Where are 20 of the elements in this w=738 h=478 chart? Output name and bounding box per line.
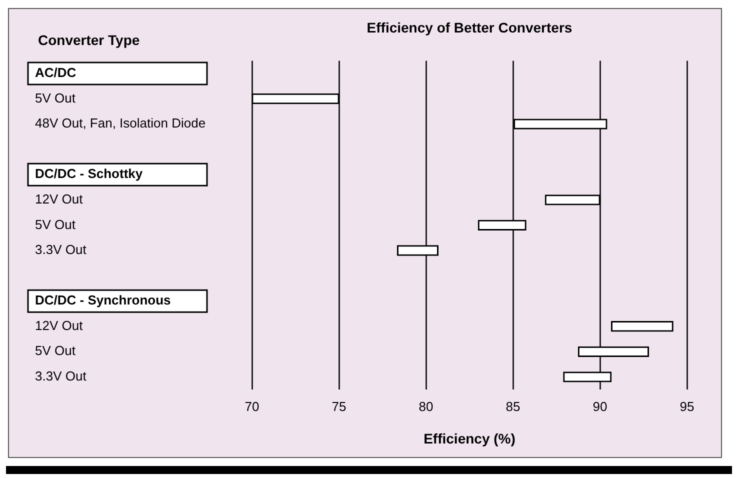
x-tick-label: 90: [592, 398, 608, 414]
y-tick-label: DC/DC - Synchronous: [35, 292, 171, 308]
y-tick-label: 3.3V Out: [35, 368, 87, 384]
y-tick-label: 12V Out: [35, 318, 84, 333]
y-axis-title: Converter Type: [38, 32, 140, 48]
y-tick-label: 48V Out, Fan, Isolation Diode: [35, 116, 206, 131]
x-axis-title: Efficiency (%): [424, 430, 516, 446]
chart-title: Efficiency of Better Converters: [366, 19, 572, 36]
x-tick-label: 85: [506, 398, 520, 414]
x-tick-label: 80: [418, 398, 434, 414]
x-tick-label: 70: [244, 398, 260, 414]
y-tick-label: AC/DC: [35, 65, 77, 80]
x-tick-label: 95: [680, 398, 694, 414]
y-tick-label: 5V Out: [35, 216, 76, 232]
y-tick-label: 12V Out: [35, 191, 84, 206]
y-tick-label: 3.3V Out: [35, 242, 87, 258]
x-tick-label: 75: [332, 398, 346, 414]
y-tick-label: DC/DC - Schottky: [35, 166, 144, 182]
y-tick-label: 5V Out: [35, 343, 76, 358]
y-tick-label: 5V Out: [35, 90, 76, 106]
